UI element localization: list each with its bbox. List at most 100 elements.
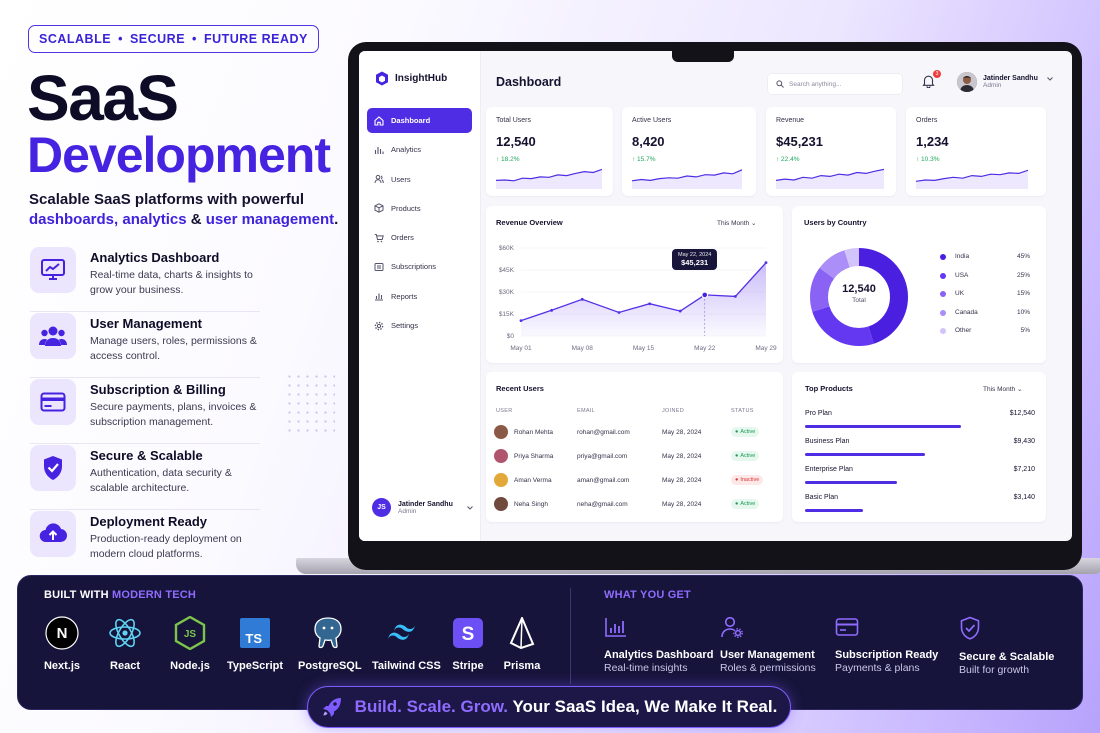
product-row: Enterprise Plan $7,210 [805, 466, 1035, 484]
legend-item: USA 25% [940, 272, 1030, 279]
x-tick-label: May 22 [694, 345, 716, 352]
table-row[interactable]: Rohan Mehta rohan@gmail.com May 28, 2024… [494, 422, 774, 442]
app-logo[interactable]: InsightHub [375, 71, 447, 86]
cart-icon [374, 233, 384, 242]
users-icon [30, 313, 76, 359]
feature-title: Analytics Dashboard [90, 250, 220, 265]
list-icon [374, 262, 384, 271]
feature-item: Analytics Dashboard Real-time data, chart… [30, 246, 260, 312]
period-dropdown[interactable]: This Month ⌄ [983, 385, 1022, 393]
column-header: EMAIL [577, 408, 596, 414]
product-bar [805, 425, 962, 428]
product-name: Business Plan [805, 438, 850, 445]
sidebar: InsightHub Dashboard Analytics Users Pro… [359, 51, 481, 541]
kpi-sparkline [632, 169, 742, 189]
kpi-label: Total Users [496, 117, 532, 124]
tech-heading-highlight: MODERN TECH [111, 589, 197, 601]
search-icon [776, 80, 784, 88]
svg-text:JS: JS [184, 629, 197, 640]
chevron-down-icon [1046, 77, 1053, 81]
sidebar-item-label: Users [391, 174, 411, 184]
nextjs-icon: N [44, 615, 80, 651]
gear-icon [374, 321, 384, 330]
benefit-desc: Built for growth [959, 664, 1030, 676]
dot-pattern [285, 372, 335, 432]
svg-text:S: S [462, 624, 475, 645]
tech-label: React [110, 660, 140, 672]
legend-percent: 15% [1016, 290, 1030, 297]
cta-text: Your SaaS Idea, We Make It Real. [512, 697, 778, 716]
benefit-item: User Management Roles & permissions [720, 616, 840, 674]
y-tick-label: $45K [499, 267, 515, 274]
hover-point[interactable] [701, 291, 709, 299]
sidebar-item-label: Reports [391, 291, 418, 301]
tech-item: Prisma [492, 615, 552, 672]
product-value: $7,210 [1013, 466, 1035, 473]
legend-swatch [940, 290, 946, 297]
sparkline-line [496, 168, 602, 182]
subtitle-highlight: user management [205, 211, 335, 228]
tech-item: React [95, 615, 155, 672]
tech-item: JS Node.js [160, 615, 220, 672]
user-name: Jatinder Sandhu [398, 500, 453, 508]
benefit-desc: Payments & plans [835, 662, 920, 674]
sidebar-item-label: Dashboard [391, 116, 431, 125]
monitor-chart-icon [30, 247, 76, 293]
tech-panel: BUILT WITH MODERN TECH N Next.js React JS… [17, 575, 1083, 710]
chart-tooltip: May 22, 2024 $45,231 [672, 249, 718, 270]
sidebar-item-dashboard[interactable]: Dashboard [367, 108, 472, 133]
tech-label: Next.js [43, 660, 81, 672]
credit-card-icon [835, 618, 859, 636]
tagline-dot: • [118, 32, 123, 46]
legend-percent: 25% [1016, 272, 1030, 279]
product-name: Basic Plan [805, 494, 839, 501]
legend-swatch [940, 272, 946, 279]
cta-banner[interactable]: Build. Scale. Grow. Your SaaS Idea, We M… [307, 686, 791, 728]
kpi-sparkline [776, 168, 884, 189]
feature-item: Secure & Scalable Authentication, data se… [30, 444, 260, 510]
revenue-chart: $60K $45K $30K $15K $0 May 01 May 08 May 15 May … [499, 245, 777, 352]
status-dot-icon: ● [735, 453, 739, 459]
sidebar-user[interactable]: JS Jatinder Sandhu Admin [372, 498, 474, 517]
column-header: STATUS [731, 408, 754, 414]
sidebar-item-orders[interactable]: Orders [367, 225, 472, 250]
tech-label: Stripe [452, 660, 484, 672]
chevron-down-icon: ⌄ [750, 220, 757, 227]
status-dot-icon: ● [735, 477, 739, 483]
sidebar-item-settings[interactable]: Settings [367, 313, 472, 338]
benefit-title: User Management [720, 649, 815, 661]
sidebar-item-analytics[interactable]: Analytics [367, 137, 472, 162]
legend-item: India 45% [940, 253, 1030, 260]
user-menu[interactable]: Jatinder Sandhu Admin [957, 72, 1054, 92]
legend-swatch [940, 253, 946, 260]
tooltip-value: $45,231 [681, 258, 709, 267]
legend-swatch [940, 309, 946, 316]
joined-cell: May 28, 2024 [662, 452, 702, 460]
benefit-title: Subscription Ready [835, 649, 939, 661]
tagline-item: SECURE [129, 32, 186, 46]
search-input[interactable]: Search anything... [767, 73, 903, 95]
data-point [519, 319, 523, 322]
x-tick-label: May 15 [633, 345, 655, 352]
tech-item: Tailwind CSS [372, 615, 441, 672]
legend-label: Other [955, 327, 972, 334]
status-label: Active [740, 501, 756, 507]
box-icon [374, 203, 384, 214]
sidebar-item-label: Orders [391, 233, 414, 243]
table-row[interactable]: Priya Sharma priya@gmail.com May 28, 202… [494, 446, 774, 466]
sidebar-item-subscriptions[interactable]: Subscriptions [367, 254, 472, 279]
legend-item: UK 15% [940, 290, 1030, 297]
avatar [957, 72, 977, 92]
table-row[interactable]: Aman Verma aman@gmail.com May 28, 2024 ●… [494, 470, 774, 490]
bell-icon[interactable] [922, 74, 935, 88]
table-row[interactable]: Neha Singh neha@gmail.com May 28, 2024 ●… [494, 494, 774, 514]
y-tick-label: $0 [507, 333, 515, 340]
period-dropdown[interactable]: This Month ⌄ [717, 219, 756, 227]
hero-title-line1: SaaS [27, 62, 179, 134]
sidebar-item-users[interactable]: Users [367, 167, 472, 192]
tailwind-icon [384, 615, 420, 651]
donut-total-label: Total [852, 297, 866, 304]
product-value: $12,540 [1009, 410, 1035, 417]
sidebar-item-products[interactable]: Products [367, 196, 472, 221]
sidebar-item-reports[interactable]: Reports [367, 284, 472, 309]
